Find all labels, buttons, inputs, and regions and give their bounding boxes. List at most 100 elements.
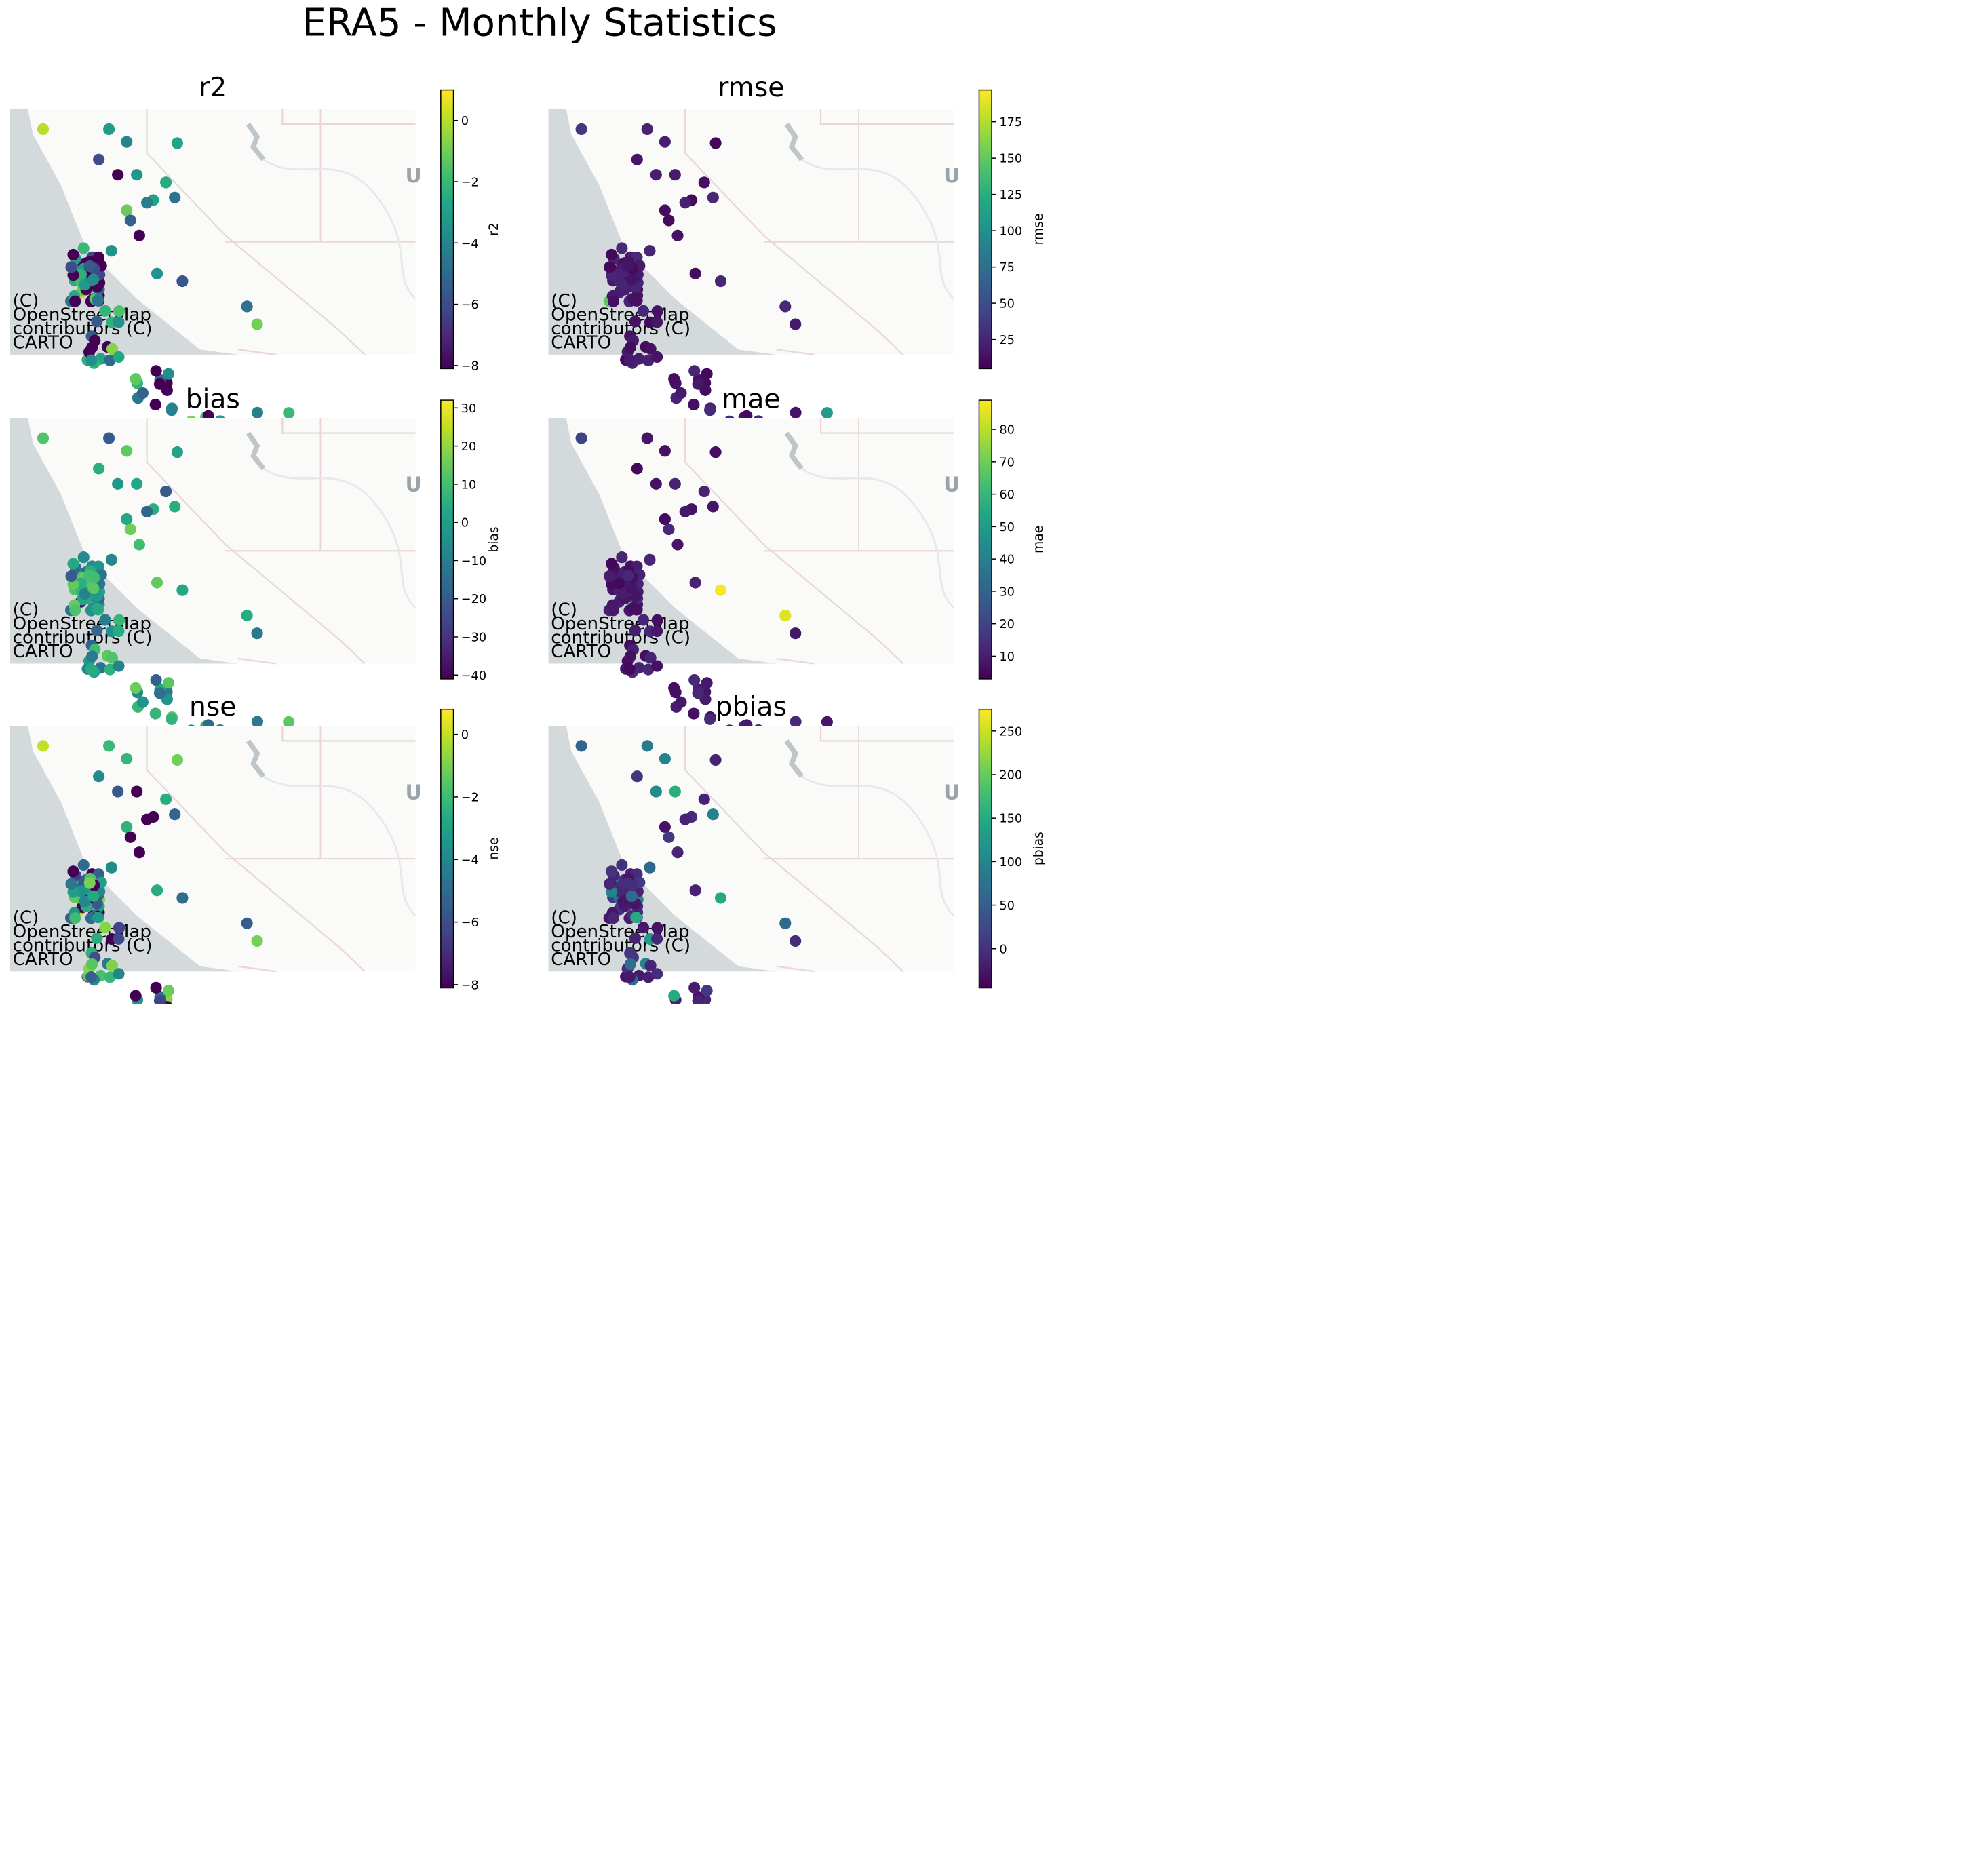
- station-marker[interactable]: [644, 553, 656, 566]
- station-marker[interactable]: [625, 890, 638, 902]
- station-marker[interactable]: [631, 153, 643, 165]
- station-marker[interactable]: [131, 785, 143, 798]
- station-marker[interactable]: [169, 191, 181, 203]
- station-marker[interactable]: [575, 123, 587, 136]
- station-marker[interactable]: [160, 485, 172, 498]
- station-marker[interactable]: [133, 846, 145, 859]
- station-marker[interactable]: [607, 604, 619, 617]
- station-marker[interactable]: [112, 477, 124, 490]
- station-marker[interactable]: [113, 351, 125, 363]
- station-marker[interactable]: [99, 614, 111, 626]
- station-marker[interactable]: [104, 971, 116, 983]
- station-marker[interactable]: [630, 911, 642, 924]
- station-marker[interactable]: [688, 365, 701, 377]
- station-marker[interactable]: [704, 713, 716, 725]
- station-marker[interactable]: [86, 341, 98, 353]
- station-marker[interactable]: [688, 707, 700, 720]
- station-marker[interactable]: [644, 652, 657, 664]
- station-marker[interactable]: [622, 569, 634, 581]
- station-marker[interactable]: [641, 123, 653, 136]
- station-marker[interactable]: [637, 614, 650, 626]
- station-marker[interactable]: [106, 343, 119, 355]
- station-marker[interactable]: [659, 204, 671, 216]
- station-marker[interactable]: [69, 604, 81, 617]
- station-marker[interactable]: [141, 197, 153, 209]
- station-marker[interactable]: [701, 368, 713, 380]
- station-marker[interactable]: [171, 754, 184, 766]
- station-marker[interactable]: [790, 627, 802, 640]
- station-marker[interactable]: [675, 696, 687, 708]
- station-marker[interactable]: [709, 754, 722, 766]
- station-marker[interactable]: [169, 501, 181, 513]
- station-marker[interactable]: [644, 960, 657, 972]
- station-marker[interactable]: [136, 696, 149, 708]
- station-marker[interactable]: [251, 935, 263, 947]
- station-marker[interactable]: [650, 477, 662, 490]
- station-marker[interactable]: [176, 275, 189, 288]
- station-marker[interactable]: [251, 716, 264, 728]
- station-marker[interactable]: [622, 877, 634, 889]
- station-marker[interactable]: [83, 877, 96, 889]
- station-marker[interactable]: [698, 485, 710, 498]
- station-marker[interactable]: [616, 859, 628, 871]
- station-marker[interactable]: [629, 932, 641, 944]
- station-marker[interactable]: [631, 463, 643, 475]
- station-marker[interactable]: [790, 716, 802, 728]
- station-marker[interactable]: [105, 553, 117, 566]
- station-marker[interactable]: [659, 136, 671, 148]
- station-marker[interactable]: [85, 663, 98, 676]
- station-marker[interactable]: [671, 229, 684, 241]
- station-marker[interactable]: [113, 614, 125, 626]
- station-marker[interactable]: [79, 279, 91, 291]
- station-marker[interactable]: [93, 153, 105, 165]
- station-marker[interactable]: [166, 713, 178, 725]
- station-marker[interactable]: [701, 985, 713, 997]
- station-marker[interactable]: [160, 176, 172, 189]
- station-marker[interactable]: [623, 354, 636, 366]
- station-marker[interactable]: [644, 861, 656, 874]
- station-marker[interactable]: [651, 933, 663, 945]
- station-marker[interactable]: [131, 169, 143, 181]
- station-marker[interactable]: [150, 673, 162, 686]
- station-marker[interactable]: [604, 261, 616, 273]
- station-marker[interactable]: [663, 831, 675, 843]
- station-marker[interactable]: [637, 305, 650, 317]
- station-marker[interactable]: [113, 968, 125, 980]
- station-marker[interactable]: [124, 523, 136, 536]
- station-marker[interactable]: [91, 315, 103, 328]
- station-marker[interactable]: [162, 368, 175, 380]
- station-marker[interactable]: [283, 716, 295, 728]
- station-marker[interactable]: [629, 624, 641, 637]
- station-marker[interactable]: [105, 245, 117, 257]
- station-marker[interactable]: [790, 406, 802, 418]
- station-marker[interactable]: [130, 373, 142, 385]
- station-marker[interactable]: [714, 275, 727, 288]
- station-marker[interactable]: [631, 770, 643, 783]
- station-marker[interactable]: [651, 305, 663, 317]
- station-marker[interactable]: [575, 740, 587, 752]
- station-marker[interactable]: [575, 432, 587, 444]
- station-marker[interactable]: [704, 404, 716, 416]
- station-marker[interactable]: [606, 865, 618, 878]
- station-marker[interactable]: [77, 242, 90, 254]
- station-marker[interactable]: [162, 985, 175, 997]
- station-marker[interactable]: [688, 673, 701, 686]
- station-marker[interactable]: [37, 432, 50, 444]
- station-marker[interactable]: [121, 752, 133, 765]
- station-marker[interactable]: [65, 570, 77, 583]
- station-marker[interactable]: [87, 273, 100, 286]
- station-marker[interactable]: [77, 551, 90, 564]
- station-marker[interactable]: [821, 716, 833, 728]
- station-marker[interactable]: [629, 315, 641, 328]
- station-marker[interactable]: [709, 137, 722, 149]
- station-marker[interactable]: [604, 878, 616, 890]
- station-marker[interactable]: [169, 808, 181, 821]
- station-marker[interactable]: [99, 305, 111, 317]
- station-marker[interactable]: [67, 248, 79, 261]
- station-marker[interactable]: [821, 407, 833, 419]
- station-marker[interactable]: [150, 981, 162, 994]
- station-marker[interactable]: [91, 624, 103, 637]
- station-marker[interactable]: [616, 242, 628, 254]
